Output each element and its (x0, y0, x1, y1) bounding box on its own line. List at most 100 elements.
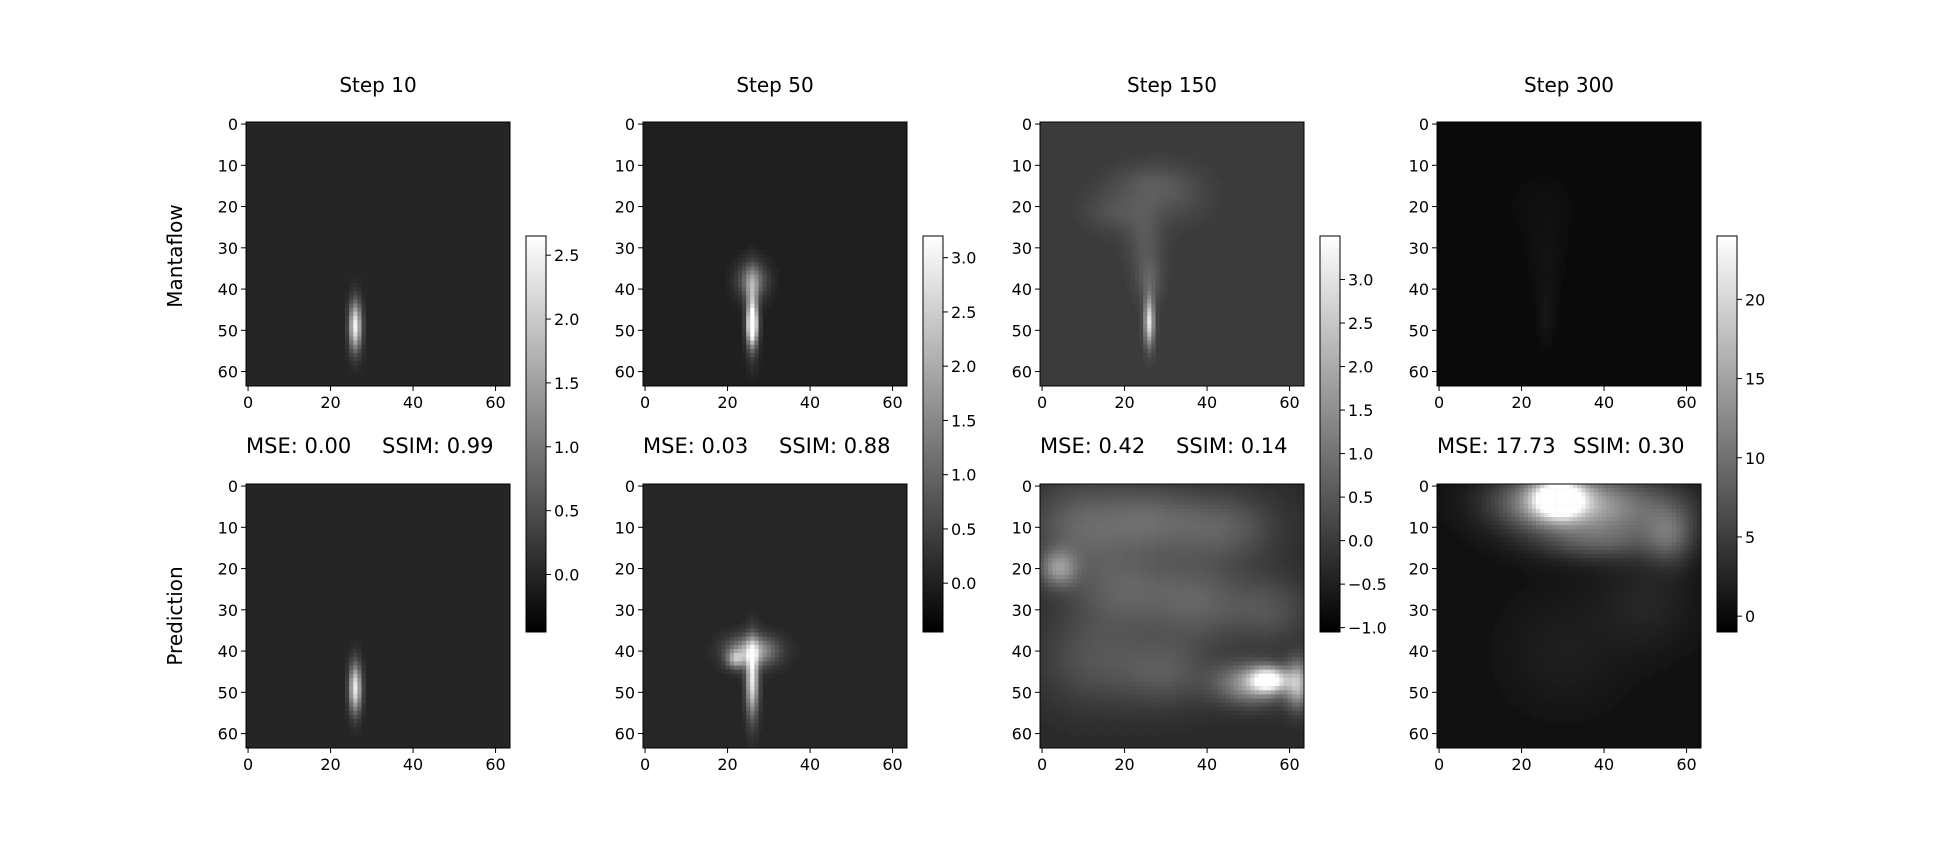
ground-truth-x-tick-label: 60 (1279, 393, 1299, 412)
prediction-y-tick-label: 0 (1022, 477, 1032, 496)
ground-truth-y-tick-label: 0 (1022, 115, 1032, 134)
ground-truth-y-tick-label: 30 (615, 239, 635, 258)
ssim-label: SSIM: 0.30 (1573, 434, 1684, 458)
ground-truth-x-tick-label: 0 (640, 393, 650, 412)
ground-truth-x-tick-label: 20 (1114, 393, 1134, 412)
ground-truth-x-tick-label: 60 (1676, 393, 1696, 412)
prediction-y-tick-label: 30 (615, 601, 635, 620)
colorbar: 0.0 0.5 1.0 1.5 2.0 2.5 3.0 (922, 235, 976, 633)
prediction-x-tick-label: 0 (1434, 755, 1444, 774)
prediction-y-tick-label: 20 (1409, 560, 1429, 579)
ground-truth-y-tick-label: 60 (1012, 363, 1032, 382)
prediction-x-tick-label: 40 (800, 755, 820, 774)
ground-truth-y-tick-label: 30 (1409, 239, 1429, 258)
colorbar-tick-label: 1.0 (1348, 445, 1373, 464)
prediction-y-tick-label: 40 (1409, 642, 1429, 661)
prediction-y-tick-label: 0 (1419, 477, 1429, 496)
prediction-x-tick-label: 60 (882, 755, 902, 774)
prediction-y-tick-label: 10 (1012, 518, 1032, 537)
prediction-heatmap: 0 20 40 60 0 10 20 30 40 50 60 (218, 477, 511, 774)
prediction-x-tick-label: 60 (1279, 755, 1299, 774)
mse-label: MSE: 17.73 (1437, 434, 1556, 458)
mse-label: MSE: 0.03 (643, 434, 748, 458)
ground-truth-x-tick-label: 0 (1037, 393, 1047, 412)
ground-truth-y-tick-label: 30 (218, 239, 238, 258)
ground-truth-y-tick-label: 0 (1419, 115, 1429, 134)
prediction-x-tick-label: 20 (1114, 755, 1134, 774)
ground-truth-x-tick-label: 40 (1197, 393, 1217, 412)
ground-truth-y-tick-label: 50 (615, 321, 635, 340)
ground-truth-y-tick-label: 20 (1012, 198, 1032, 217)
ground-truth-x-tick-label: 40 (403, 393, 423, 412)
colorbar-tick-label: −1.0 (1348, 619, 1387, 638)
colorbar: 0 5 10 15 20 (1716, 235, 1765, 633)
colorbar-tick-label: 0.0 (1348, 532, 1373, 551)
mse-label: MSE: 0.00 (246, 434, 351, 458)
prediction-x-tick-label: 20 (1511, 755, 1531, 774)
ground-truth-x-tick-label: 20 (717, 393, 737, 412)
prediction-x-tick-label: 0 (243, 755, 253, 774)
prediction-x-tick-label: 20 (320, 755, 340, 774)
ground-truth-x-tick-label: 0 (1434, 393, 1444, 412)
prediction-x-tick-label: 40 (1594, 755, 1614, 774)
panel-title: Step 300 (1524, 73, 1614, 97)
ground-truth-x-tick-label: 20 (320, 393, 340, 412)
prediction-y-tick-label: 20 (218, 560, 238, 579)
colorbar-tick-label: 1.5 (951, 411, 976, 430)
prediction-y-tick-label: 30 (1012, 601, 1032, 620)
prediction-x-tick-label: 20 (717, 755, 737, 774)
ground-truth-y-tick-label: 50 (218, 321, 238, 340)
ground-truth-y-tick-label: 10 (615, 156, 635, 175)
colorbar-tick-label: 0.5 (951, 520, 976, 539)
colorbar-tick-label: 0.0 (554, 566, 579, 585)
ground-truth-y-tick-label: 30 (1012, 239, 1032, 258)
ground-truth-y-tick-label: 20 (1409, 198, 1429, 217)
panel-3: Step 150 0 20 40 60 0 10 20 30 40 50 60 0 20 40 60 0 10 20… (1012, 73, 1387, 774)
colorbar-tick-label: 0.5 (1348, 488, 1373, 507)
row-label-mantaflow: Mantaflow (163, 204, 187, 307)
colorbar-tick-label: 1.5 (554, 374, 579, 393)
ground-truth-y-tick-label: 20 (615, 198, 635, 217)
ground-truth-y-tick-label: 60 (615, 363, 635, 382)
colorbar-tick-label: 3.0 (1348, 271, 1373, 290)
prediction-y-tick-label: 0 (228, 477, 238, 496)
prediction-y-tick-label: 20 (1012, 560, 1032, 579)
ground-truth-x-tick-label: 40 (800, 393, 820, 412)
ground-truth-y-tick-label: 40 (218, 280, 238, 299)
colorbar-tick-label: 2.0 (554, 310, 579, 329)
ground-truth-y-tick-label: 50 (1409, 321, 1429, 340)
ground-truth-x-tick-label: 0 (243, 393, 253, 412)
colorbar-tick-label: 0.0 (951, 574, 976, 593)
colorbar-tick-label: 2.0 (951, 357, 976, 376)
prediction-y-tick-label: 60 (1409, 725, 1429, 744)
ground-truth-heatmap: 0 20 40 60 0 10 20 30 40 50 60 (1012, 115, 1305, 412)
prediction-y-tick-label: 40 (1012, 642, 1032, 661)
ground-truth-x-tick-label: 60 (485, 393, 505, 412)
prediction-x-tick-label: 0 (1037, 755, 1047, 774)
prediction-y-tick-label: 10 (1409, 518, 1429, 537)
prediction-y-tick-label: 60 (218, 725, 238, 744)
prediction-y-tick-label: 0 (625, 477, 635, 496)
colorbar-tick-label: 1.5 (1348, 401, 1373, 420)
ground-truth-y-tick-label: 10 (1409, 156, 1429, 175)
prediction-x-tick-label: 60 (485, 755, 505, 774)
colorbar-tick-label: 0 (1745, 607, 1755, 626)
prediction-y-tick-label: 50 (218, 683, 238, 702)
colorbar: −1.0 −0.5 0.0 0.5 1.0 1.5 2.0 2.5 3.0 (1319, 235, 1387, 638)
prediction-y-tick-label: 50 (615, 683, 635, 702)
panel-title: Step 50 (736, 73, 813, 97)
prediction-heatmap: 0 20 40 60 0 10 20 30 40 50 60 (615, 477, 908, 774)
colorbar-tick-label: 20 (1745, 290, 1765, 309)
colorbar-tick-label: 10 (1745, 449, 1765, 468)
prediction-y-tick-label: 40 (218, 642, 238, 661)
ground-truth-y-tick-label: 10 (1012, 156, 1032, 175)
prediction-y-tick-label: 30 (218, 601, 238, 620)
prediction-y-tick-label: 40 (615, 642, 635, 661)
panel-title: Step 150 (1127, 73, 1217, 97)
prediction-heatmap: 0 20 40 60 0 10 20 30 40 50 60 (1409, 477, 1702, 774)
ground-truth-y-tick-label: 10 (218, 156, 238, 175)
colorbar-tick-label: 0.5 (554, 502, 579, 521)
